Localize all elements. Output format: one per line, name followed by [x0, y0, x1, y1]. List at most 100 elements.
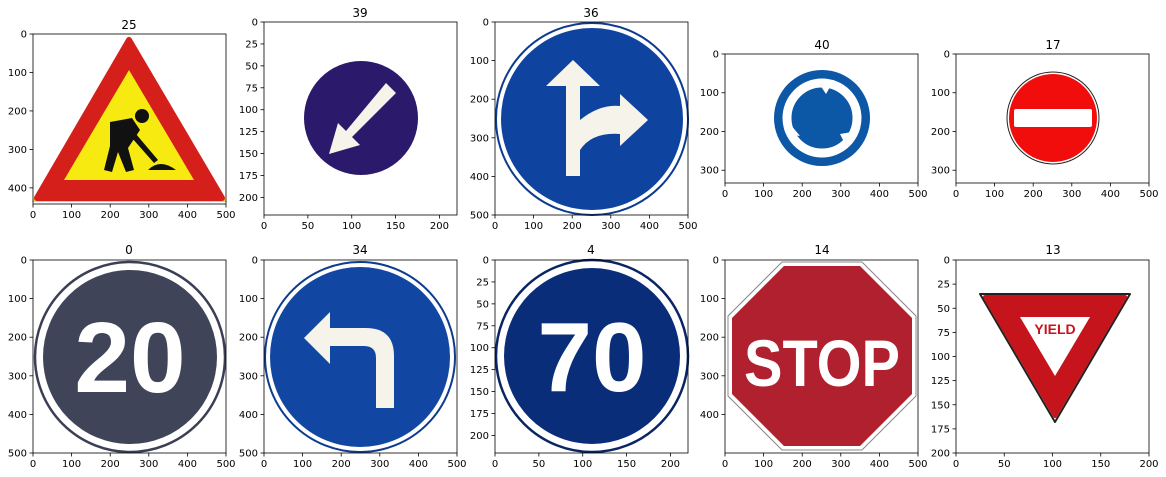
x-tick-label: 100 — [62, 210, 81, 221]
stop-sign-image: STOP — [725, 260, 918, 453]
x-tick-label: 150 — [1091, 459, 1110, 470]
panel-speed-limit-70: 4 70 — [494, 243, 690, 454]
y-tick-label: 25 — [476, 277, 489, 288]
x-tick-label: 400 — [178, 459, 197, 470]
y-tick-label: 75 — [476, 321, 489, 332]
x-tick-label: 200 — [332, 459, 351, 470]
x-tick-label: 200 — [1024, 189, 1043, 200]
y-tick-label: 25 — [245, 39, 258, 50]
x-tick-label: 100 — [342, 221, 361, 232]
x-tick-label: 200 — [430, 221, 449, 232]
y-tick-label: 200 — [239, 333, 258, 344]
panel-title: 0 — [125, 243, 133, 257]
sign-text: 70 — [537, 302, 646, 412]
sign-text: 20 — [74, 302, 185, 414]
y-tick-label: 400 — [8, 410, 27, 421]
x-tick-label: 500 — [678, 221, 697, 232]
x-tick-label: 100 — [985, 189, 1004, 200]
y-tick-label: 0 — [944, 50, 950, 61]
x-tick-label: 0 — [953, 459, 959, 470]
y-tick-label: 100 — [931, 352, 950, 363]
x-tick-label: 50 — [301, 221, 314, 232]
x-tick-label: 200 — [793, 189, 812, 200]
keep-left-sign-image — [264, 22, 457, 215]
panel-turn-left: 34 — [263, 243, 458, 454]
x-tick-label: 0 — [492, 221, 498, 232]
axes-frame — [724, 259, 919, 454]
y-tick-label: 100 — [700, 294, 719, 305]
y-tick-label: 0 — [483, 18, 489, 29]
panel-title: 39 — [352, 6, 367, 20]
x-tick-label: 300 — [601, 221, 620, 232]
y-tick-label: 175 — [239, 171, 258, 182]
y-tick-label: 300 — [470, 133, 489, 144]
y-tick-label: 50 — [245, 61, 258, 72]
panel-title: 34 — [352, 243, 367, 257]
panel-title: 25 — [121, 18, 136, 32]
x-tick-label: 0 — [261, 459, 267, 470]
x-tick-label: 500 — [216, 459, 235, 470]
y-tick-label: 400 — [8, 183, 27, 194]
x-tick-label: 150 — [386, 221, 405, 232]
y-tick-label: 500 — [470, 211, 489, 222]
x-tick-label: 0 — [722, 189, 728, 200]
y-tick-label: 100 — [239, 105, 258, 116]
y-tick-label: 100 — [470, 56, 489, 67]
y-tick-label: 0 — [21, 256, 27, 267]
x-tick-label: 400 — [178, 210, 197, 221]
panel-title: 40 — [814, 38, 829, 52]
turn-left-sign-image — [264, 260, 457, 453]
y-tick-label: 200 — [470, 95, 489, 106]
x-tick-label: 0 — [261, 221, 267, 232]
axes-frame — [494, 21, 689, 216]
yield-sign-image: YIELD — [956, 260, 1149, 453]
panel-title: 17 — [1045, 38, 1060, 52]
x-tick-label: 0 — [30, 210, 36, 221]
panel-title: 14 — [814, 243, 829, 257]
x-tick-label: 400 — [409, 459, 428, 470]
y-tick-label: 0 — [252, 256, 258, 267]
axes-frame — [32, 33, 227, 205]
panel-stop: 14 STOP — [724, 243, 919, 454]
y-tick-label: 300 — [700, 166, 719, 177]
y-tick-label: 200 — [931, 127, 950, 138]
x-tick-label: 300 — [139, 459, 158, 470]
x-tick-label: 400 — [640, 221, 659, 232]
y-tick-label: 300 — [8, 145, 27, 156]
y-tick-label: 300 — [239, 371, 258, 382]
x-tick-label: 500 — [447, 459, 466, 470]
x-tick-label: 400 — [1101, 189, 1120, 200]
panel-roundabout: 40 — [724, 38, 919, 184]
road-work-sign-image — [32, 34, 227, 204]
y-tick-label: 400 — [700, 410, 719, 421]
x-tick-label: 400 — [870, 459, 889, 470]
x-tick-label: 0 — [492, 459, 498, 470]
y-tick-label: 200 — [239, 193, 258, 204]
sign-text: STOP — [744, 326, 900, 400]
x-tick-label: 300 — [139, 210, 158, 221]
x-tick-label: 500 — [908, 189, 927, 200]
y-tick-label: 200 — [8, 333, 27, 344]
y-tick-label: 200 — [931, 449, 950, 460]
x-tick-label: 200 — [661, 459, 680, 470]
x-tick-label: 0 — [30, 459, 36, 470]
x-tick-label: 200 — [101, 210, 120, 221]
y-tick-label: 400 — [470, 172, 489, 183]
axes-frame — [955, 53, 1150, 184]
y-tick-label: 75 — [245, 83, 258, 94]
y-tick-label: 50 — [476, 299, 489, 310]
x-tick-label: 500 — [908, 459, 927, 470]
x-tick-label: 300 — [370, 459, 389, 470]
panel-road-work: 25 — [32, 18, 227, 205]
x-tick-label: 100 — [754, 189, 773, 200]
speed-limit-20-sign-image: 20 — [33, 260, 227, 454]
axes-frame — [494, 259, 689, 454]
y-tick-label: 100 — [239, 294, 258, 305]
axes-frame — [32, 259, 227, 454]
y-tick-label: 50 — [937, 304, 950, 315]
x-tick-label: 500 — [216, 210, 235, 221]
y-tick-label: 200 — [8, 106, 27, 117]
x-tick-label: 200 — [101, 459, 120, 470]
x-tick-label: 400 — [870, 189, 889, 200]
